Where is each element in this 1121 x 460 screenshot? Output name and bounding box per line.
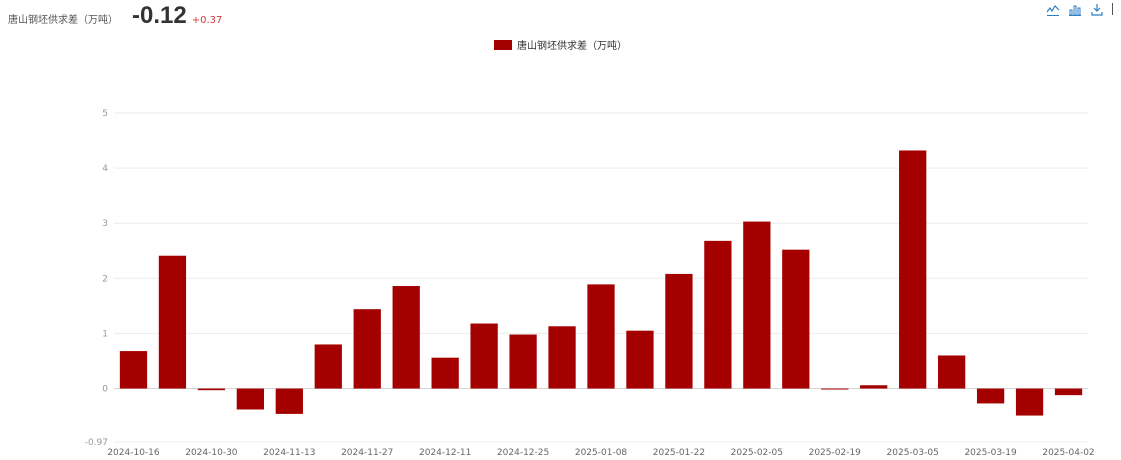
x-tick-label: 2025-02-19 bbox=[809, 448, 862, 458]
x-tick-label: 2024-10-16 bbox=[107, 448, 160, 458]
bar[interactable] bbox=[158, 255, 187, 389]
bar-chart-icon[interactable] bbox=[1068, 2, 1082, 16]
bar[interactable] bbox=[782, 249, 810, 389]
bar[interactable] bbox=[392, 286, 420, 389]
x-tick-label: 2024-11-27 bbox=[341, 448, 393, 458]
x-tick-label: 2025-04-02 bbox=[1042, 448, 1094, 458]
bar[interactable] bbox=[860, 385, 888, 389]
bar[interactable] bbox=[431, 357, 459, 389]
bar[interactable] bbox=[743, 221, 771, 389]
y-tick-label: 0 bbox=[102, 385, 108, 395]
bar[interactable] bbox=[548, 326, 576, 389]
bar[interactable] bbox=[821, 388, 849, 390]
bar[interactable] bbox=[119, 351, 148, 389]
y-tick-label: 3 bbox=[102, 219, 108, 229]
x-tick-label: 2024-11-13 bbox=[263, 448, 315, 458]
bar[interactable] bbox=[587, 284, 615, 389]
indicator-header: 唐山钢坯供求差（万吨） -0.12 +0.37 bbox=[8, 2, 222, 34]
bar[interactable] bbox=[899, 150, 927, 389]
x-tick-label: 2024-12-25 bbox=[497, 448, 549, 458]
y-axis: -0.97 0 1 2 3 4 5 bbox=[85, 109, 109, 448]
toolbar-divider bbox=[1112, 3, 1113, 15]
bar[interactable] bbox=[314, 344, 342, 389]
bar[interactable] bbox=[236, 388, 264, 410]
bar[interactable] bbox=[938, 355, 966, 389]
bar[interactable] bbox=[665, 273, 693, 389]
legend-swatch bbox=[494, 39, 512, 50]
bar[interactable] bbox=[976, 388, 1005, 404]
y-tick-label: 2 bbox=[102, 274, 108, 284]
chart-toolbar bbox=[1046, 2, 1113, 16]
chart-legend[interactable]: 唐山钢坯供求差（万吨） bbox=[0, 37, 1121, 52]
indicator-name: 唐山钢坯供求差（万吨） bbox=[8, 15, 118, 26]
bar[interactable] bbox=[470, 323, 498, 389]
bar[interactable] bbox=[626, 330, 654, 389]
x-tick-label: 2025-03-19 bbox=[964, 448, 1017, 458]
bar[interactable] bbox=[509, 334, 537, 389]
bar[interactable] bbox=[1015, 388, 1044, 416]
line-chart-icon[interactable] bbox=[1046, 2, 1060, 16]
change-value: +0.37 bbox=[191, 15, 223, 26]
y-tick-label: -0.97 bbox=[85, 438, 108, 448]
current-value: -0.12 bbox=[132, 2, 187, 29]
download-icon[interactable] bbox=[1090, 2, 1104, 16]
bar-series[interactable] bbox=[119, 150, 1083, 416]
y-tick-label: 1 bbox=[102, 329, 108, 339]
x-tick-label: 2025-01-08 bbox=[575, 448, 628, 458]
bar[interactable] bbox=[353, 309, 381, 389]
y-tick-label: 5 bbox=[102, 109, 108, 119]
bar[interactable] bbox=[704, 240, 732, 389]
y-tick-label: 4 bbox=[102, 164, 108, 174]
x-tick-label: 2025-02-05 bbox=[731, 448, 783, 458]
x-tick-label: 2025-03-05 bbox=[887, 448, 939, 458]
x-tick-label: 2024-12-11 bbox=[419, 448, 471, 458]
bar[interactable] bbox=[197, 388, 226, 391]
bar[interactable] bbox=[1054, 388, 1083, 396]
bar[interactable] bbox=[275, 388, 303, 414]
legend-label: 唐山钢坯供求差（万吨） bbox=[517, 41, 627, 52]
x-axis: 2024-10-16 2024-10-30 2024-11-13 2024-11-27… bbox=[107, 448, 1094, 458]
x-tick-label: 2025-01-22 bbox=[653, 448, 705, 458]
x-tick-label: 2024-10-30 bbox=[185, 448, 238, 458]
